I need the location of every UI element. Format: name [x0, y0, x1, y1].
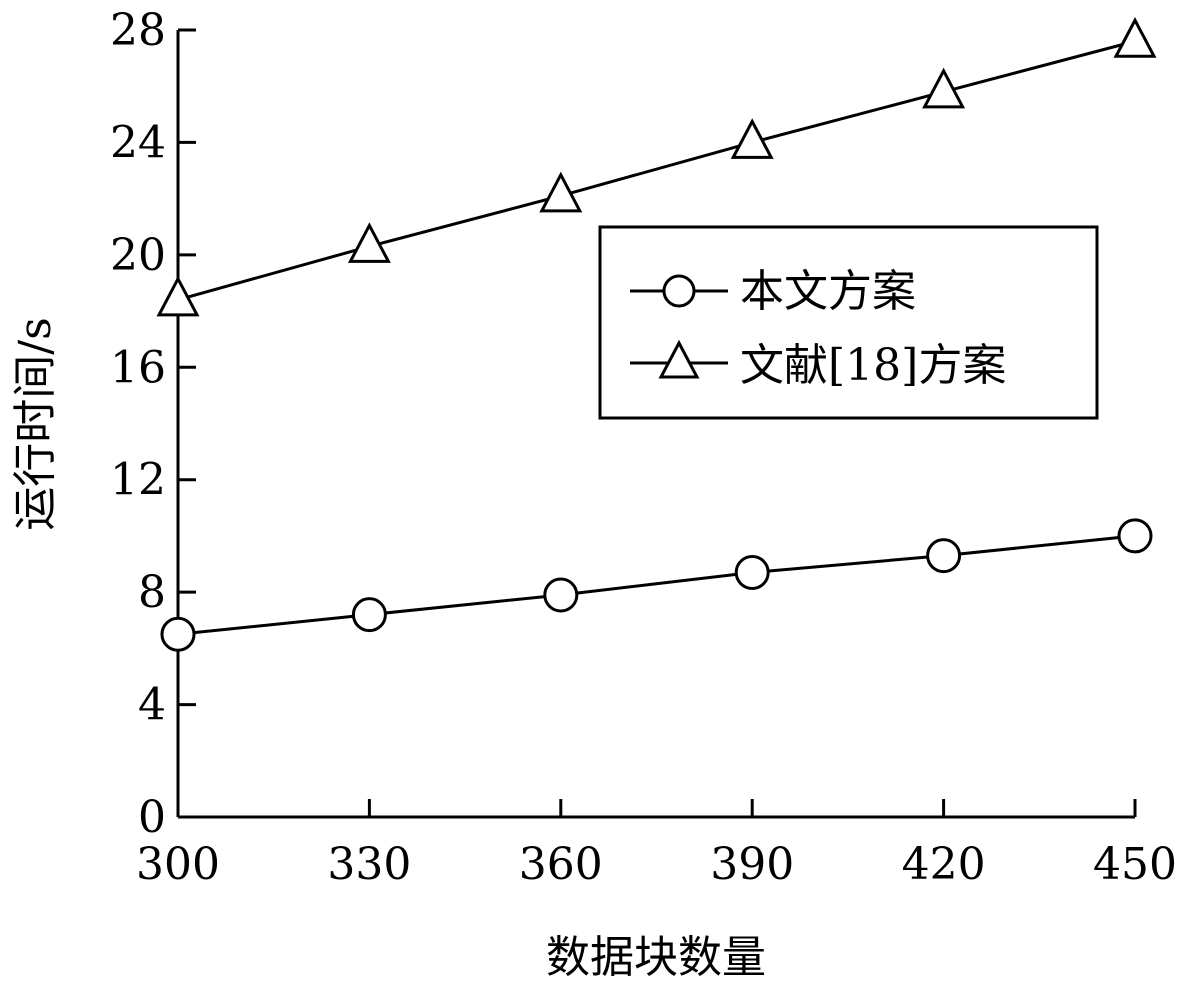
x-axis-label: 数据块数量 [546, 932, 766, 983]
y-tick-label: 4 [138, 680, 166, 731]
data-point-triangle [1113, 17, 1157, 58]
x-tick-label: 360 [519, 839, 603, 890]
series-group [156, 17, 1157, 652]
y-tick-label: 16 [110, 342, 166, 393]
x-tick-label: 330 [327, 839, 411, 890]
data-point-triangle [347, 222, 391, 263]
legend: 本文方案 文献[18]方案 [598, 225, 1099, 420]
data-point-circle [351, 597, 387, 633]
x-tick-label: 450 [1093, 839, 1177, 890]
series-line-2 [177, 39, 1136, 302]
data-point-circle [734, 554, 770, 590]
y-tick-label: 24 [110, 117, 166, 168]
data-point-circle [926, 538, 962, 574]
legend-box [598, 225, 1099, 420]
y-tick-label: 0 [138, 792, 166, 843]
legend-marker-triangle [658, 339, 700, 379]
legend-label-series-2: 文献[18]方案 [740, 340, 1006, 391]
x-tick-label: 390 [710, 839, 794, 890]
data-point-circle [543, 577, 579, 613]
x-ticks: 300 330 360 390 420 450 [136, 799, 1177, 890]
data-point-circle [1117, 518, 1153, 554]
y-ticks: 0 4 8 12 16 20 24 28 [110, 5, 196, 843]
y-tick-label: 8 [138, 567, 166, 618]
axes [176, 30, 1135, 819]
y-tick-label: 28 [110, 5, 166, 56]
x-tick-label: 300 [136, 839, 220, 890]
data-point-triangle [539, 171, 583, 213]
data-point-triangle [730, 118, 774, 159]
data-point-circle [160, 616, 196, 652]
data-point-triangle [922, 67, 966, 109]
legend-label-series-1: 本文方案 [740, 266, 916, 317]
legend-marker-circle [662, 274, 696, 308]
data-point-triangle [156, 275, 200, 317]
series-line-1 [177, 534, 1136, 636]
y-tick-label: 20 [110, 230, 166, 281]
y-axis-label: 运行时间/s [10, 317, 61, 530]
x-tick-label: 420 [902, 839, 986, 890]
y-tick-label: 12 [110, 455, 166, 506]
